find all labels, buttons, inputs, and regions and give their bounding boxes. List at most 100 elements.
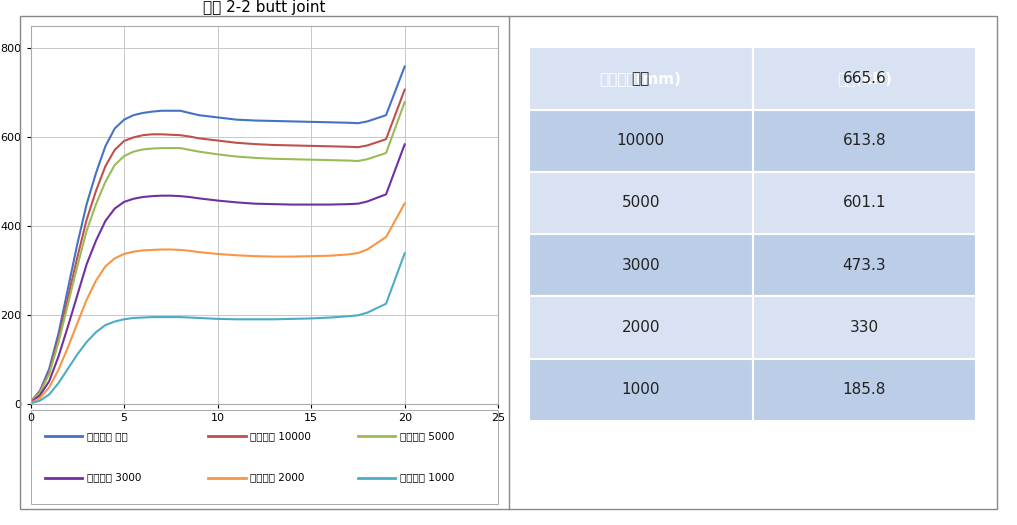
Bar — [753, 47, 976, 110]
곡률반경 5000 — [43, 371, 55, 377]
곡률반경 5000 — [305, 156, 317, 163]
Text: 곡률반경 1000: 곡률반경 1000 — [400, 472, 455, 482]
곡률반경 1000 — [109, 318, 121, 324]
곡률반경 1000 — [305, 316, 317, 322]
곡률반경 2000 — [80, 297, 93, 303]
곡률반경 10000 — [343, 144, 355, 150]
곡률반경 1000 — [100, 322, 112, 328]
Text: 665.6: 665.6 — [842, 71, 887, 86]
곡률반경 무한 — [89, 170, 102, 176]
Bar — [529, 110, 753, 172]
곡률반경 무한 — [361, 118, 373, 124]
곡률반경 2000 — [249, 253, 261, 259]
곡률반경 5000 — [380, 150, 393, 156]
곡률반경 무한 — [80, 201, 93, 207]
곡률반경 1000 — [80, 339, 93, 345]
Text: 곡률반경 3000: 곡률반경 3000 — [86, 472, 141, 482]
곡률반경 무한 — [165, 108, 177, 114]
곡률반경 3000 — [287, 202, 299, 208]
Bar — [753, 234, 976, 296]
곡률반경 2000 — [183, 248, 195, 254]
곡률반경 10000 — [71, 254, 83, 260]
곡률반경 3000 — [230, 199, 242, 205]
곡률반경 10000 — [267, 142, 280, 148]
곡률반경 1000 — [165, 314, 177, 320]
곡률반경 3000 — [62, 323, 74, 330]
곡률반경 5000 — [136, 146, 148, 153]
곡률반경 1000 — [174, 314, 186, 320]
곡률반경 무한 — [136, 110, 148, 116]
곡률반경 3000 — [361, 198, 373, 205]
곡률반경 3000 — [89, 237, 102, 244]
Line: 곡률반경 1000: 곡률반경 1000 — [31, 253, 405, 403]
Bar — [753, 110, 976, 172]
곡률반경 5000 — [53, 339, 65, 345]
곡률반경 무한 — [43, 365, 55, 372]
곡률반경 5000 — [193, 149, 205, 155]
곡률반경 3000 — [24, 400, 37, 406]
곡률반경 5000 — [80, 228, 93, 234]
곡률반경 2000 — [287, 254, 299, 260]
곡률반경 2000 — [380, 234, 393, 240]
곡률반경 3000 — [305, 202, 317, 208]
곡률반경 3000 — [174, 193, 186, 200]
곡률반경 3000 — [343, 201, 355, 207]
Text: 무한: 무한 — [632, 71, 650, 86]
곡률반경 2000 — [193, 249, 205, 255]
Bar — [753, 172, 976, 234]
곡률반경 10000 — [323, 143, 336, 150]
곡률반경 10000 — [80, 216, 93, 223]
곡률반경 3000 — [71, 292, 83, 298]
곡률반경 10000 — [62, 295, 74, 301]
곡률반경 무한 — [249, 118, 261, 124]
곡률반경 1000 — [287, 316, 299, 322]
곡률반경 3000 — [352, 201, 364, 207]
곡률반경 10000 — [89, 187, 102, 194]
곡률반경 10000 — [193, 135, 205, 141]
곡률반경 10000 — [230, 140, 242, 146]
곡률반경 1000 — [249, 316, 261, 322]
곡률반경 2000 — [165, 246, 177, 253]
곡률반경 10000 — [287, 142, 299, 149]
곡률반경 10000 — [24, 399, 37, 405]
곡률반경 10000 — [109, 146, 121, 153]
곡률반경 2000 — [62, 344, 74, 351]
곡률반경 무한 — [156, 108, 168, 114]
곡률반경 2000 — [89, 278, 102, 284]
곡률반경 5000 — [127, 149, 139, 155]
곡률반경 1000 — [352, 312, 364, 319]
곡률반경 5000 — [89, 201, 102, 207]
곡률반경 3000 — [80, 261, 93, 267]
곡률반경 2000 — [34, 395, 46, 401]
곡률반경 무한 — [352, 120, 364, 127]
곡률반경 1000 — [193, 315, 205, 321]
곡률반경 5000 — [343, 158, 355, 164]
곡률반경 무한 — [399, 63, 411, 69]
곡률반경 무한 — [118, 117, 130, 123]
곡률반경 1000 — [361, 310, 373, 316]
곡률반경 무한 — [62, 286, 74, 292]
Text: 185.8: 185.8 — [843, 382, 886, 397]
곡률반경 1000 — [380, 301, 393, 307]
곡률반경 1000 — [136, 314, 148, 321]
곡률반경 3000 — [165, 193, 177, 199]
Line: 곡률반경 무한: 곡률반경 무한 — [31, 66, 405, 402]
곡률반경 10000 — [305, 143, 317, 149]
곡률반경 2000 — [118, 251, 130, 257]
곡률반경 3000 — [156, 193, 168, 199]
곡률반경 5000 — [212, 151, 224, 158]
곡률반경 3000 — [118, 199, 130, 205]
곡률반경 10000 — [183, 133, 195, 140]
곡률반경 2000 — [361, 246, 373, 253]
곡률반경 무한 — [34, 388, 46, 394]
곡률반경 3000 — [136, 194, 148, 200]
곡률반경 1000 — [146, 314, 159, 320]
Bar — [529, 359, 753, 421]
곡률반경 10000 — [156, 131, 168, 138]
곡률반경 2000 — [146, 247, 159, 253]
곡률반경 1000 — [399, 250, 411, 256]
곡률반경 5000 — [361, 156, 373, 162]
곡률반경 5000 — [352, 158, 364, 164]
곡률반경 무한 — [100, 143, 112, 150]
곡률반경 1000 — [34, 397, 46, 404]
